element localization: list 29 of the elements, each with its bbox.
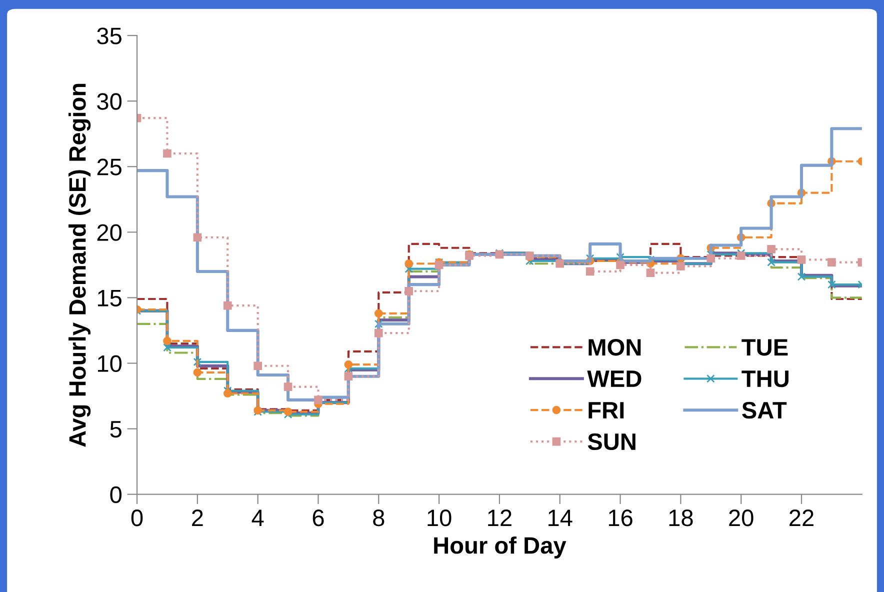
legend-label: MON <box>588 338 641 356</box>
legend-label: WED <box>587 370 642 387</box>
y-tick-label: 0 <box>110 486 122 504</box>
x-tick-label: 20 <box>729 510 754 526</box>
legend-label: THU <box>742 370 788 388</box>
y-tick-label: 15 <box>98 290 122 306</box>
y-axis-title: Avg Hourly Demand (SE) Region <box>68 84 91 447</box>
x-tick-label: 0 <box>131 510 143 526</box>
y-tick-label: 35 <box>97 28 122 44</box>
y-tick-label: 20 <box>97 224 122 241</box>
x-tick-label: 4 <box>252 510 264 526</box>
x-axis-title: Hour of Day <box>434 536 566 558</box>
y-tick-label: 10 <box>98 355 122 372</box>
legend-label: SAT <box>742 402 787 419</box>
x-tick-label: 14 <box>548 510 572 526</box>
legend-label: FRI <box>588 402 624 418</box>
x-tick-label: 12 <box>488 510 512 526</box>
legend-label: SUN <box>588 433 636 450</box>
x-tick-label: 16 <box>608 510 632 526</box>
x-tick-label: 18 <box>669 510 693 526</box>
x-tick-label: 6 <box>312 510 324 526</box>
legend-label: TUE <box>742 339 788 356</box>
y-tick-label: 30 <box>97 93 122 110</box>
x-tick-label: 22 <box>790 510 814 526</box>
x-tick-label: 8 <box>373 510 384 526</box>
x-tick-label: 10 <box>428 510 452 526</box>
y-tick-label: 5 <box>110 421 122 438</box>
x-tick-label: 2 <box>192 510 203 526</box>
y-tick-label: 25 <box>97 158 122 176</box>
